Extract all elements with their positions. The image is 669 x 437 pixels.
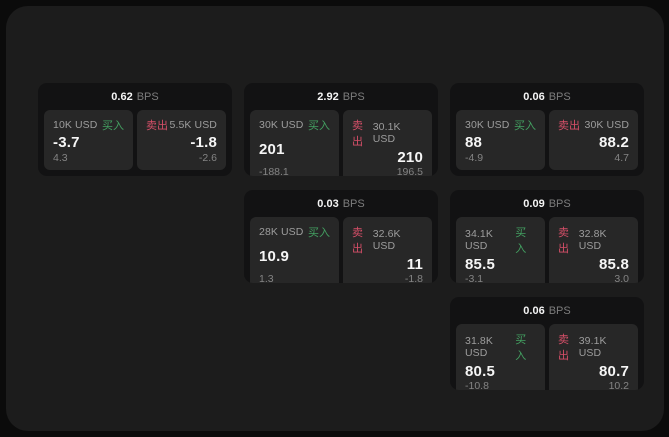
buy-tag: 买入 bbox=[102, 120, 124, 132]
sell-amount: 5.5K USD bbox=[169, 119, 217, 131]
sell-panel[interactable]: 卖出 32.6K USD 11 -1.8 bbox=[343, 217, 432, 283]
buy-delta: 4.3 bbox=[53, 152, 68, 164]
sell-price: 88.2 bbox=[599, 134, 629, 151]
app-canvas: 0.62 BPS 10K USD 买入 -3.7 4.3 卖出 5.5K USD bbox=[6, 6, 664, 431]
buy-amount: 10K USD bbox=[53, 119, 98, 131]
sell-delta: 10.2 bbox=[608, 380, 629, 390]
spread-value: 0.09 bbox=[523, 197, 545, 210]
sell-delta: -1.8 bbox=[404, 273, 423, 283]
spread-header: 0.03 BPS bbox=[244, 190, 438, 217]
quote-body: 30K USD 买入 88 -4.9 卖出 30K USD 88.2 4.7 bbox=[450, 110, 644, 176]
sell-amount: 32.8K USD bbox=[578, 228, 607, 252]
sell-delta: 196.5 bbox=[396, 166, 423, 176]
spread-unit: BPS bbox=[342, 197, 365, 210]
buy-amount: 30K USD bbox=[259, 119, 304, 131]
buy-panel[interactable]: 30K USD 买入 201 -188.1 bbox=[250, 110, 339, 176]
sell-tag: 卖出 bbox=[352, 227, 363, 255]
buy-delta: -188.1 bbox=[259, 166, 289, 176]
buy-price: 201 bbox=[259, 141, 285, 158]
sell-price: 210 bbox=[397, 149, 423, 166]
spread-header: 0.06 BPS bbox=[450, 83, 644, 110]
sell-panel[interactable]: 卖出 5.5K USD -1.8 -2.6 bbox=[137, 110, 226, 170]
spread-header: 0.06 BPS bbox=[450, 297, 644, 324]
sell-panel[interactable]: 卖出 39.1K USD 80.7 10.2 bbox=[549, 324, 638, 390]
sell-tag: 卖出 bbox=[558, 120, 580, 132]
buy-amount: 34.1K USD bbox=[465, 228, 493, 252]
sell-panel[interactable]: 卖出 30K USD 88.2 4.7 bbox=[549, 110, 638, 170]
buy-tag: 买入 bbox=[515, 227, 527, 255]
spread-header: 0.09 BPS bbox=[450, 190, 644, 217]
sell-amount: 30.1K USD bbox=[372, 121, 401, 145]
sell-price: 11 bbox=[406, 256, 423, 273]
buy-delta: 1.3 bbox=[259, 273, 274, 283]
sell-amount: 32.6K USD bbox=[372, 228, 401, 252]
quote-card: 0.03 BPS 28K USD 买入 10.9 1.3 卖出 32.6K US… bbox=[244, 190, 438, 283]
quote-body: 34.1K USD 买入 85.5 -3.1 卖出 32.8K USD 85.8… bbox=[450, 217, 644, 283]
sell-price: -1.8 bbox=[190, 134, 217, 151]
quote-body: 30K USD 买入 201 -188.1 卖出 30.1K USD 210 1… bbox=[244, 110, 438, 176]
buy-delta: -10.8 bbox=[465, 380, 489, 390]
sell-tag: 卖出 bbox=[146, 120, 168, 132]
spread-value: 0.03 bbox=[317, 197, 339, 210]
spread-value: 0.06 bbox=[523, 304, 545, 317]
sell-panel[interactable]: 卖出 30.1K USD 210 196.5 bbox=[343, 110, 432, 176]
quote-grid: 0.62 BPS 10K USD 买入 -3.7 4.3 卖出 5.5K USD bbox=[38, 83, 644, 390]
spread-value: 0.06 bbox=[523, 90, 545, 103]
sell-amount: 30K USD bbox=[584, 119, 629, 131]
buy-price: 85.5 bbox=[465, 256, 495, 273]
spread-header: 2.92 BPS bbox=[244, 83, 438, 110]
quote-body: 31.8K USD 买入 80.5 -10.8 卖出 39.1K USD 80.… bbox=[450, 324, 644, 390]
sell-price: 80.7 bbox=[599, 363, 629, 380]
sell-price: 85.8 bbox=[599, 256, 629, 273]
sell-tag: 卖出 bbox=[558, 334, 569, 362]
quote-card: 2.92 BPS 30K USD 买入 201 -188.1 卖出 30.1K … bbox=[244, 83, 438, 176]
spread-unit: BPS bbox=[136, 90, 159, 103]
spread-unit: BPS bbox=[548, 304, 571, 317]
buy-tag: 买入 bbox=[308, 227, 330, 239]
buy-panel[interactable]: 34.1K USD 买入 85.5 -3.1 bbox=[456, 217, 545, 283]
spread-unit: BPS bbox=[548, 197, 571, 210]
quote-card: 0.09 BPS 34.1K USD 买入 85.5 -3.1 卖出 32.8K… bbox=[450, 190, 644, 283]
buy-price: 10.9 bbox=[259, 248, 289, 265]
buy-delta: -3.1 bbox=[465, 273, 484, 283]
sell-tag: 卖出 bbox=[352, 120, 363, 148]
spread-value: 0.62 bbox=[111, 90, 133, 103]
buy-price: 88 bbox=[465, 134, 483, 151]
buy-amount: 31.8K USD bbox=[465, 335, 493, 359]
buy-delta: -4.9 bbox=[465, 152, 484, 164]
sell-amount: 39.1K USD bbox=[578, 335, 607, 359]
sell-panel[interactable]: 卖出 32.8K USD 85.8 3.0 bbox=[549, 217, 638, 283]
buy-tag: 买入 bbox=[514, 120, 536, 132]
quote-card: 0.62 BPS 10K USD 买入 -3.7 4.3 卖出 5.5K USD bbox=[38, 83, 232, 176]
quote-body: 10K USD 买入 -3.7 4.3 卖出 5.5K USD -1.8 -2.… bbox=[38, 110, 232, 176]
buy-price: 80.5 bbox=[465, 363, 495, 380]
spread-value: 2.92 bbox=[317, 90, 339, 103]
buy-panel[interactable]: 10K USD 买入 -3.7 4.3 bbox=[44, 110, 133, 170]
buy-panel[interactable]: 31.8K USD 买入 80.5 -10.8 bbox=[456, 324, 545, 390]
buy-amount: 30K USD bbox=[465, 119, 510, 131]
buy-price: -3.7 bbox=[53, 134, 80, 151]
sell-tag: 卖出 bbox=[558, 227, 569, 255]
spread-unit: BPS bbox=[548, 90, 571, 103]
buy-panel[interactable]: 28K USD 买入 10.9 1.3 bbox=[250, 217, 339, 283]
spread-header: 0.62 BPS bbox=[38, 83, 232, 110]
sell-delta: -2.6 bbox=[198, 152, 217, 164]
buy-tag: 买入 bbox=[515, 334, 527, 362]
quote-body: 28K USD 买入 10.9 1.3 卖出 32.6K USD 11 -1.8 bbox=[244, 217, 438, 283]
quote-card: 0.06 BPS 31.8K USD 买入 80.5 -10.8 卖出 39.1… bbox=[450, 297, 644, 390]
spread-unit: BPS bbox=[342, 90, 365, 103]
buy-panel[interactable]: 30K USD 买入 88 -4.9 bbox=[456, 110, 545, 170]
sell-delta: 4.7 bbox=[614, 152, 629, 164]
buy-tag: 买入 bbox=[308, 120, 330, 132]
sell-delta: 3.0 bbox=[614, 273, 629, 283]
buy-amount: 28K USD bbox=[259, 226, 304, 238]
quote-card: 0.06 BPS 30K USD 买入 88 -4.9 卖出 30K USD bbox=[450, 83, 644, 176]
